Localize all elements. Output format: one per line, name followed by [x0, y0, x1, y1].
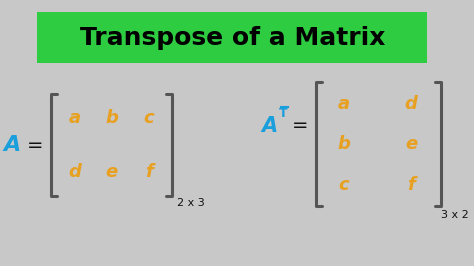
Text: T: T — [279, 107, 288, 120]
Text: c: c — [143, 110, 154, 127]
Text: f: f — [407, 176, 415, 194]
Text: e: e — [105, 163, 118, 181]
Text: e: e — [405, 135, 417, 153]
Text: 2 x 3: 2 x 3 — [176, 198, 204, 208]
Text: c: c — [338, 176, 349, 194]
Text: d: d — [68, 163, 81, 181]
Text: =: = — [27, 136, 43, 155]
FancyBboxPatch shape — [37, 12, 428, 63]
Text: A: A — [262, 116, 278, 136]
Text: a: a — [338, 95, 350, 113]
Text: b: b — [105, 110, 118, 127]
Text: Transpose of a Matrix: Transpose of a Matrix — [80, 26, 385, 50]
Text: f: f — [145, 163, 153, 181]
Text: a: a — [68, 110, 81, 127]
Text: 3 x 2: 3 x 2 — [441, 210, 469, 220]
Text: =: = — [292, 116, 308, 135]
Text: d: d — [405, 95, 418, 113]
Text: A: A — [3, 135, 20, 155]
Text: b: b — [337, 135, 350, 153]
